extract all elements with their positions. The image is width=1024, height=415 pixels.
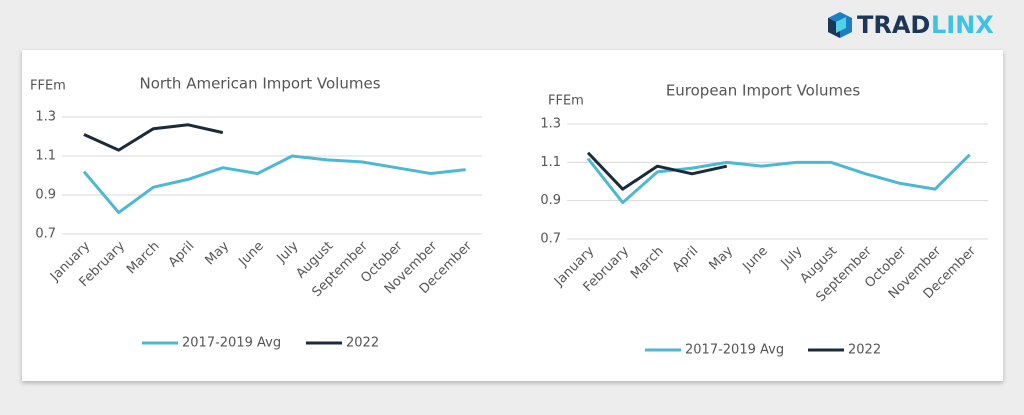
legend-label: 2022 bbox=[848, 343, 881, 358]
data-line bbox=[83, 123, 224, 152]
legend-label: 2022 bbox=[346, 336, 379, 351]
chart-title: North American Import Volumes bbox=[139, 75, 380, 93]
y-tick-label: 1.1 bbox=[540, 155, 561, 170]
y-tick-label: 0.7 bbox=[540, 232, 561, 247]
y-axis-label: FFEm bbox=[548, 94, 584, 109]
logo-text: LINX bbox=[931, 11, 994, 39]
card bbox=[22, 50, 1003, 381]
legend-label: 2017-2019 Avg bbox=[182, 336, 281, 351]
y-tick-label: 1.1 bbox=[35, 149, 56, 164]
y-tick-label: 1.3 bbox=[35, 110, 56, 125]
data-line bbox=[82, 154, 466, 215]
logo-text: TRAD bbox=[857, 11, 930, 39]
legend-label: 2017-2019 Avg bbox=[685, 343, 784, 358]
y-tick-label: 0.9 bbox=[35, 188, 56, 203]
y-tick-label: 0.9 bbox=[540, 193, 561, 208]
chart-title: European Import Volumes bbox=[666, 82, 861, 100]
y-tick-label: 0.7 bbox=[35, 227, 56, 242]
logo-icon bbox=[828, 12, 852, 38]
y-axis-label: FFEm bbox=[30, 79, 66, 94]
data-line bbox=[586, 151, 728, 191]
y-tick-label: 1.3 bbox=[540, 117, 561, 132]
data-line bbox=[586, 153, 971, 205]
